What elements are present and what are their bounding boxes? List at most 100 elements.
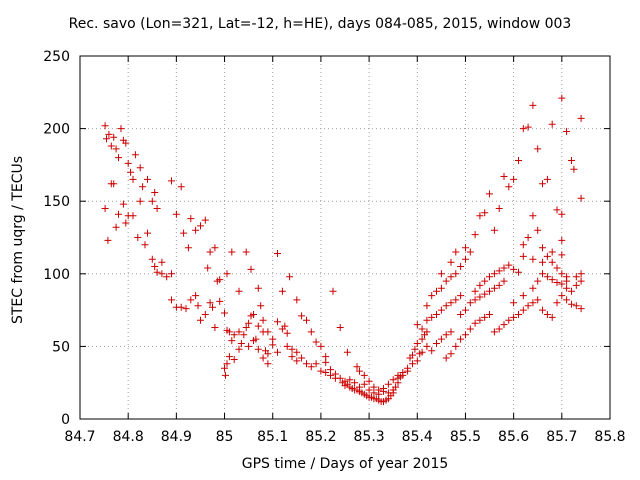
data-point — [112, 145, 120, 153]
data-point — [457, 335, 465, 343]
data-point — [409, 351, 416, 359]
data-point — [194, 302, 202, 310]
data-point — [500, 264, 508, 272]
chart-title: Rec. savo (Lon=321, Lat=-12, h=HE), days… — [68, 16, 572, 32]
data-point — [490, 270, 498, 278]
x-tick-label: 84.7 — [64, 429, 95, 445]
data-point — [197, 316, 204, 324]
data-point — [462, 306, 469, 314]
data-point — [254, 284, 262, 292]
data-point — [230, 331, 238, 339]
data-point — [389, 376, 397, 384]
data-point — [490, 284, 498, 292]
data-point — [529, 284, 537, 292]
data-point — [519, 306, 527, 314]
data-point — [563, 284, 571, 292]
data-point — [452, 270, 460, 278]
data-point — [153, 268, 161, 276]
data-point — [471, 319, 479, 327]
data-point — [148, 255, 156, 263]
data-point — [274, 250, 281, 257]
data-point — [452, 248, 460, 256]
data-point — [216, 297, 224, 305]
data-point — [380, 385, 387, 392]
data-point — [247, 265, 255, 273]
data-point — [505, 261, 513, 269]
data-point — [476, 316, 484, 324]
data-point — [466, 325, 474, 333]
y-tick-label: 0 — [61, 412, 70, 428]
data-point — [577, 194, 585, 202]
data-point — [558, 270, 566, 278]
data-point — [235, 345, 243, 353]
data-point — [312, 338, 320, 346]
data-point — [577, 277, 585, 285]
data-point — [375, 390, 383, 398]
data-point — [107, 142, 115, 150]
data-point — [553, 299, 561, 307]
data-point — [303, 316, 310, 324]
data-point — [172, 210, 180, 218]
data-point — [515, 157, 522, 164]
data-point — [112, 223, 120, 231]
data-point — [353, 363, 361, 371]
data-point — [534, 145, 542, 153]
data-point — [428, 313, 436, 321]
y-tick-label: 50 — [52, 339, 70, 355]
data-point — [490, 226, 498, 234]
data-point — [192, 292, 200, 300]
data-point — [471, 296, 479, 304]
data-point — [119, 200, 127, 208]
data-point — [428, 347, 436, 355]
data-point — [221, 309, 228, 317]
data-point — [437, 306, 445, 314]
data-point — [274, 348, 281, 356]
data-point — [242, 324, 250, 331]
data-point — [365, 386, 373, 394]
data-point — [543, 273, 551, 281]
data-point — [423, 328, 431, 336]
data-point — [568, 300, 575, 308]
x-tick-label: 85.5 — [450, 429, 481, 445]
data-point — [177, 303, 185, 311]
data-point — [384, 380, 392, 388]
data-point — [428, 292, 436, 300]
data-point — [283, 329, 291, 337]
data-point — [548, 258, 556, 266]
data-point — [163, 273, 171, 281]
data-point — [558, 236, 566, 244]
data-point — [336, 324, 344, 331]
data-point — [264, 350, 272, 358]
data-point — [134, 234, 142, 241]
data-point — [568, 287, 575, 295]
data-point — [317, 342, 325, 350]
data-point — [127, 168, 135, 176]
data-point — [235, 287, 243, 295]
data-point — [136, 197, 144, 205]
x-tick-label: 84.8 — [113, 429, 144, 445]
data-point — [529, 212, 537, 220]
data-point — [343, 348, 351, 356]
data-point — [103, 135, 110, 143]
data-point — [211, 324, 219, 331]
data-point — [505, 316, 513, 324]
data-point — [548, 120, 556, 128]
data-point — [519, 125, 527, 133]
data-point — [254, 322, 262, 330]
data-point — [228, 248, 236, 256]
data-point — [543, 175, 551, 183]
data-point — [519, 292, 527, 300]
data-point — [298, 312, 306, 320]
data-point — [206, 248, 214, 256]
data-point — [245, 319, 253, 327]
data-point — [274, 318, 281, 326]
data-point — [101, 122, 109, 130]
data-point — [399, 371, 407, 379]
data-point — [558, 210, 566, 218]
data-point — [242, 248, 250, 256]
data-point — [495, 325, 503, 333]
data-point — [384, 389, 392, 397]
data-point — [250, 311, 257, 318]
data-point — [360, 380, 368, 388]
data-point — [235, 328, 243, 336]
